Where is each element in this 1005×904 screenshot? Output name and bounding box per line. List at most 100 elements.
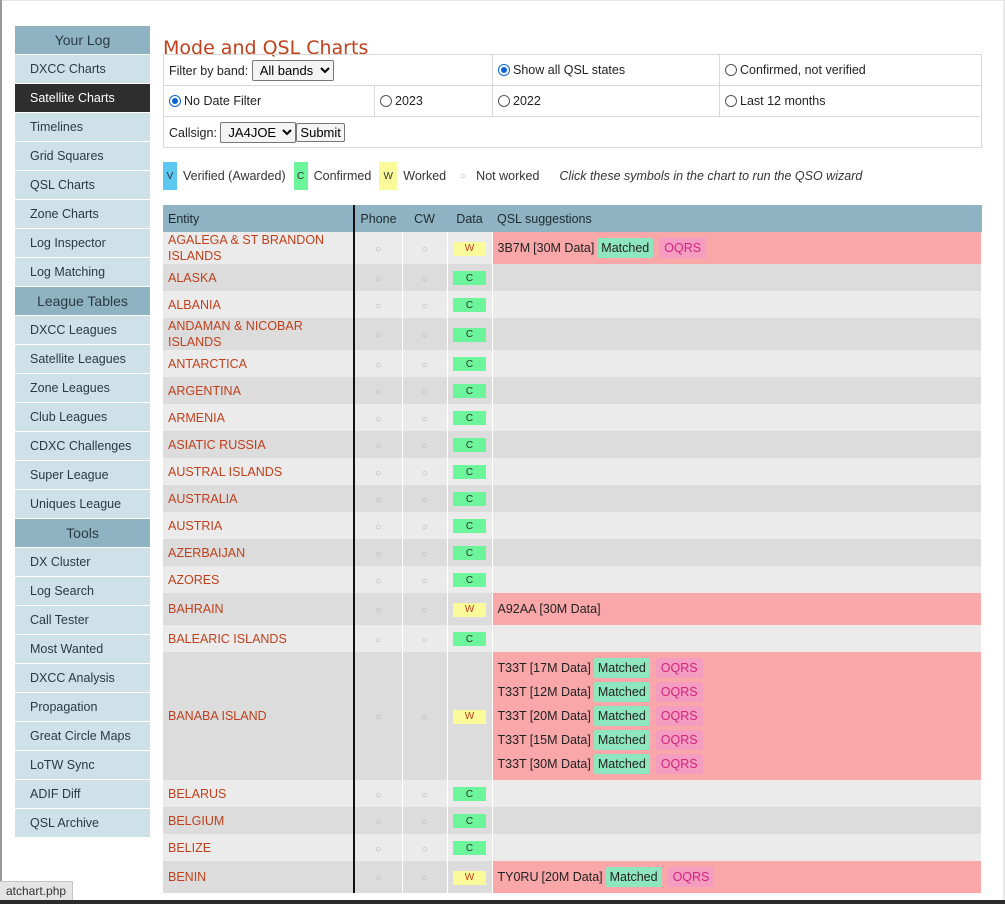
sidebar-item-satellite-leagues[interactable]: Satellite Leagues — [15, 345, 150, 374]
not-worked-symbol[interactable]: ○ — [421, 467, 428, 479]
not-worked-symbol[interactable]: ○ — [375, 873, 382, 884]
oqrs-link[interactable]: OQRS — [655, 730, 703, 750]
not-worked-symbol[interactable]: ○ — [421, 300, 428, 312]
not-worked-symbol[interactable]: ○ — [375, 575, 382, 587]
confirmed-symbol[interactable]: C — [453, 519, 486, 534]
not-worked-symbol[interactable]: ○ — [375, 413, 382, 425]
qsl-show-all-radio[interactable] — [498, 64, 510, 76]
oqrs-link[interactable]: OQRS — [655, 706, 703, 726]
col-header-entity[interactable]: Entity — [163, 205, 355, 232]
not-worked-symbol[interactable]: ○ — [375, 273, 382, 285]
legend-worked-symbol[interactable]: W — [379, 162, 398, 190]
entity-link[interactable]: AUSTRIA — [163, 512, 355, 539]
not-worked-symbol[interactable]: ○ — [375, 521, 382, 533]
band-select[interactable]: All bands — [251, 59, 334, 81]
not-worked-symbol[interactable]: ○ — [421, 273, 428, 285]
date-none-radio[interactable] — [169, 95, 181, 107]
not-worked-symbol[interactable]: ○ — [375, 244, 382, 255]
entity-link[interactable]: AZERBAIJAN — [163, 539, 355, 566]
entity-link[interactable]: BAHRAIN — [163, 593, 355, 625]
sidebar-item-call-tester[interactable]: Call Tester — [15, 606, 150, 635]
entity-link[interactable]: ANDAMAN & NICOBAR ISLANDS — [163, 318, 355, 350]
oqrs-link[interactable]: OQRS — [655, 658, 703, 678]
sidebar-item-great-circle-maps[interactable]: Great Circle Maps — [15, 722, 150, 751]
not-worked-symbol[interactable]: ○ — [421, 634, 428, 646]
confirmed-symbol[interactable]: C — [453, 298, 486, 313]
not-worked-symbol[interactable]: ○ — [421, 521, 428, 533]
not-worked-symbol[interactable]: ○ — [375, 330, 382, 341]
not-worked-symbol[interactable]: ○ — [421, 330, 428, 341]
not-worked-symbol[interactable]: ○ — [375, 634, 382, 646]
date-2023-radio[interactable] — [380, 95, 392, 107]
confirmed-symbol[interactable]: C — [453, 438, 486, 453]
sidebar-item-dxcc-leagues[interactable]: DXCC Leagues — [15, 316, 150, 345]
sidebar-item-uniques-league[interactable]: Uniques League — [15, 490, 150, 519]
sidebar-item-propagation[interactable]: Propagation — [15, 693, 150, 722]
confirmed-symbol[interactable]: C — [453, 384, 486, 399]
entity-link[interactable]: AUSTRAL ISLANDS — [163, 458, 355, 485]
confirmed-symbol[interactable]: C — [453, 573, 486, 588]
not-worked-symbol[interactable]: ○ — [421, 494, 428, 506]
qsl-confirmed-radio[interactable] — [725, 64, 737, 76]
date-none-option[interactable]: No Date Filter — [163, 85, 375, 117]
confirmed-symbol[interactable]: C — [453, 787, 486, 802]
entity-link[interactable]: AGALEGA & ST BRANDON ISLANDS — [163, 232, 355, 264]
sidebar-item-dxcc-charts[interactable]: DXCC Charts — [15, 55, 150, 84]
sidebar-item-super-league[interactable]: Super League — [15, 461, 150, 490]
sidebar-item-timelines[interactable]: Timelines — [15, 113, 150, 142]
entity-link[interactable]: BENIN — [163, 861, 355, 893]
not-worked-symbol[interactable]: ○ — [421, 359, 428, 371]
not-worked-symbol[interactable]: ○ — [421, 575, 428, 587]
not-worked-symbol[interactable]: ○ — [421, 386, 428, 398]
sidebar-item-club-leagues[interactable]: Club Leagues — [15, 403, 150, 432]
entity-link[interactable]: ARMENIA — [163, 404, 355, 431]
confirmed-symbol[interactable]: C — [453, 327, 486, 342]
entity-link[interactable]: BALEARIC ISLANDS — [163, 625, 355, 652]
confirmed-symbol[interactable]: C — [453, 546, 486, 561]
qsl-show-all-option[interactable]: Show all QSL states — [492, 54, 720, 86]
not-worked-symbol[interactable]: ○ — [375, 816, 382, 828]
legend-confirmed-symbol[interactable]: C — [293, 162, 308, 190]
sidebar-item-most-wanted[interactable]: Most Wanted — [15, 635, 150, 664]
confirmed-symbol[interactable]: C — [453, 271, 486, 286]
submit-button[interactable]: Submit — [296, 122, 345, 142]
entity-link[interactable]: ALASKA — [163, 264, 355, 291]
entity-link[interactable]: BANABA ISLAND — [163, 652, 355, 780]
date-2022-radio[interactable] — [498, 95, 510, 107]
callsign-select[interactable]: JA4JOE — [220, 121, 297, 143]
date-last12-option[interactable]: Last 12 months — [719, 85, 982, 117]
not-worked-symbol[interactable]: ○ — [375, 467, 382, 479]
not-worked-symbol[interactable]: ○ — [375, 712, 382, 723]
entity-link[interactable]: ASIATIC RUSSIA — [163, 431, 355, 458]
confirmed-symbol[interactable]: C — [453, 357, 486, 372]
sidebar-item-log-inspector[interactable]: Log Inspector — [15, 229, 150, 258]
entity-link[interactable]: BELGIUM — [163, 807, 355, 834]
entity-link[interactable]: BELARUS — [163, 780, 355, 807]
not-worked-symbol[interactable]: ○ — [375, 386, 382, 398]
col-header-cw[interactable]: CW — [402, 205, 447, 232]
entity-link[interactable]: ARGENTINA — [163, 377, 355, 404]
not-worked-symbol[interactable]: ○ — [375, 300, 382, 312]
sidebar-item-lotw-sync[interactable]: LoTW Sync — [15, 751, 150, 780]
confirmed-symbol[interactable]: C — [453, 814, 486, 829]
not-worked-symbol[interactable]: ○ — [375, 494, 382, 506]
not-worked-symbol[interactable]: ○ — [375, 605, 382, 616]
sidebar-item-zone-charts[interactable]: Zone Charts — [15, 200, 150, 229]
confirmed-symbol[interactable]: C — [453, 465, 486, 480]
not-worked-symbol[interactable]: ○ — [421, 440, 428, 452]
not-worked-symbol[interactable]: ○ — [375, 548, 382, 560]
confirmed-symbol[interactable]: C — [453, 841, 486, 856]
confirmed-symbol[interactable]: C — [453, 492, 486, 507]
worked-symbol[interactable]: W — [453, 241, 486, 256]
col-header-data[interactable]: Data — [447, 205, 492, 232]
entity-link[interactable]: AUSTRALIA — [163, 485, 355, 512]
sidebar-item-adif-diff[interactable]: ADIF Diff — [15, 780, 150, 809]
date-last12-radio[interactable] — [725, 95, 737, 107]
not-worked-symbol[interactable]: ○ — [421, 244, 428, 255]
worked-symbol[interactable]: W — [453, 870, 486, 885]
entity-link[interactable]: BELIZE — [163, 834, 355, 861]
not-worked-symbol[interactable]: ○ — [421, 605, 428, 616]
oqrs-link[interactable]: OQRS — [655, 682, 703, 702]
not-worked-symbol[interactable]: ○ — [421, 413, 428, 425]
oqrs-link[interactable]: OQRS — [655, 754, 703, 774]
